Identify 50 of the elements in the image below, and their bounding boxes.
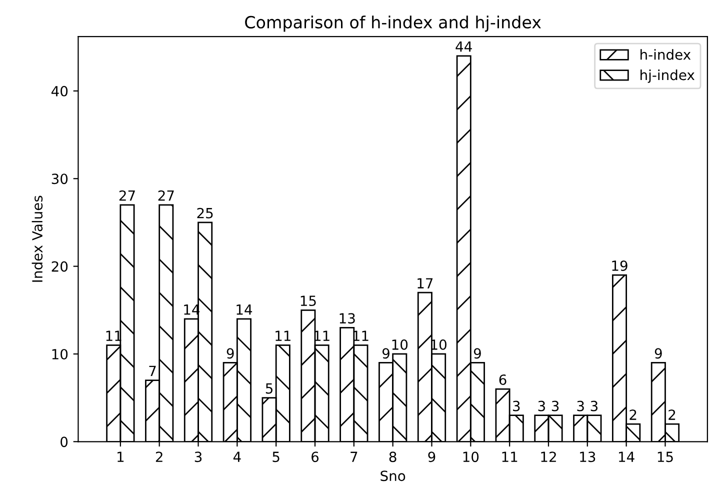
data-label: 13 xyxy=(340,313,355,324)
y-tick-label: 40 xyxy=(51,86,68,96)
x-tick-label: 15 xyxy=(658,452,673,462)
y-tick-label: 0 xyxy=(60,436,68,448)
data-label: 9 xyxy=(226,348,234,359)
data-label: 3 xyxy=(538,400,545,412)
x-tick-label: 3 xyxy=(194,452,202,462)
legend-label: hj-index xyxy=(640,69,694,83)
data-label: 15 xyxy=(300,296,316,306)
data-label: 9 xyxy=(382,348,390,359)
y-tick-label: 20 xyxy=(52,261,68,272)
chart-title: Comparison of h-index and hj-index xyxy=(245,16,541,32)
x-tick-label: 6 xyxy=(312,452,319,462)
data-label: 27 xyxy=(158,190,174,201)
data-label: 2 xyxy=(668,410,676,420)
data-label: 25 xyxy=(197,208,213,218)
data-label: 9 xyxy=(654,348,662,359)
data-label: 17 xyxy=(418,278,433,288)
x-tick-label: 9 xyxy=(428,452,436,462)
data-label: 3 xyxy=(577,400,584,412)
y-tick-label: 30 xyxy=(52,174,68,184)
data-label: 6 xyxy=(499,374,506,385)
data-label: 9 xyxy=(474,348,481,359)
x-tick-label: 13 xyxy=(580,452,596,462)
x-tick-label: 5 xyxy=(272,452,280,462)
x-tick-label: 2 xyxy=(156,452,162,462)
data-label: 3 xyxy=(590,400,598,412)
data-label: 5 xyxy=(266,383,272,394)
x-tick-label: 11 xyxy=(502,452,518,462)
x-tick-label: 10 xyxy=(463,452,479,462)
data-label: 19 xyxy=(612,260,628,271)
y-tick-label: 10 xyxy=(52,348,68,360)
x-axis-title: Sno xyxy=(380,470,406,482)
data-label: 7 xyxy=(149,366,156,376)
data-label: 10 xyxy=(392,339,408,350)
data-label: 27 xyxy=(119,190,135,201)
x-tick-label: 8 xyxy=(389,452,396,462)
data-label: 44 xyxy=(456,41,472,52)
x-tick-label: 12 xyxy=(541,452,556,462)
data-label: 3 xyxy=(552,400,559,412)
x-tick-label: 14 xyxy=(619,452,634,462)
x-tick-label: 4 xyxy=(233,452,241,462)
legend-label: h-index xyxy=(640,49,691,60)
data-label: 14 xyxy=(236,304,252,315)
data-label: 2 xyxy=(630,410,636,420)
y-axis-title: Index Values xyxy=(32,196,43,282)
x-tick-label: 1 xyxy=(118,452,124,462)
data-label: 3 xyxy=(513,400,520,412)
x-tick-label: 7 xyxy=(350,452,358,462)
data-label: 11 xyxy=(276,330,290,341)
